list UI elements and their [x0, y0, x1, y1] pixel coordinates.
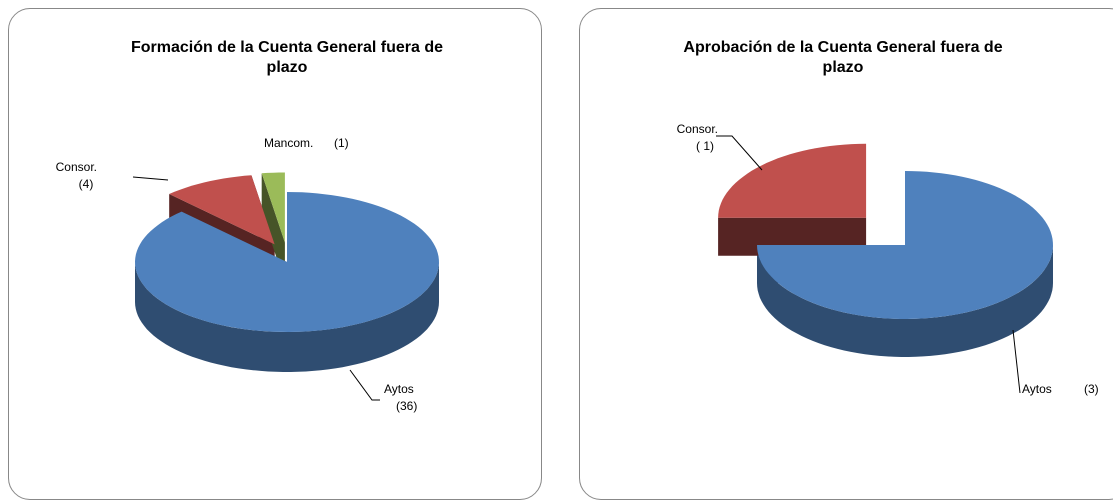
slice-value-label: (1) — [334, 136, 349, 150]
slice-value-label: (36) — [396, 399, 417, 413]
slice-side — [135, 262, 439, 372]
slice-value-label: (3) — [1084, 382, 1099, 396]
leader-line — [1012, 329, 1021, 394]
chart-title: Formación de la Cuenta General fuera de … — [130, 39, 444, 76]
slice-value-label: (4) — [79, 177, 94, 191]
slice — [169, 175, 275, 245]
leader-line — [716, 135, 763, 171]
chart-title: Aprobación de la Cuenta General fuera de… — [683, 39, 1003, 76]
slice-label: Aytos — [1022, 382, 1052, 396]
slice-label: Mancom. — [264, 136, 313, 150]
leader-line — [349, 369, 380, 401]
slice-label: Consor. — [677, 122, 718, 136]
slice-wall — [261, 173, 285, 283]
slice — [718, 143, 867, 218]
page: {"chart_data": [ {"type": "pie3d", "titl… — [8, 8, 1113, 500]
slice-value-label: ( 1) — [696, 139, 714, 153]
slice-label: Consor. — [56, 160, 97, 174]
slice — [757, 171, 1053, 319]
slice — [261, 172, 285, 243]
slice — [135, 192, 439, 332]
slice-label: Aytos — [384, 382, 414, 396]
leader-line — [132, 176, 169, 181]
slice-side — [757, 245, 1053, 357]
chart-panel — [8, 8, 542, 500]
charts: Aytos (36) Consor. (4) Mancom. (1) Aytos (3) Con… — [56, 122, 1099, 413]
